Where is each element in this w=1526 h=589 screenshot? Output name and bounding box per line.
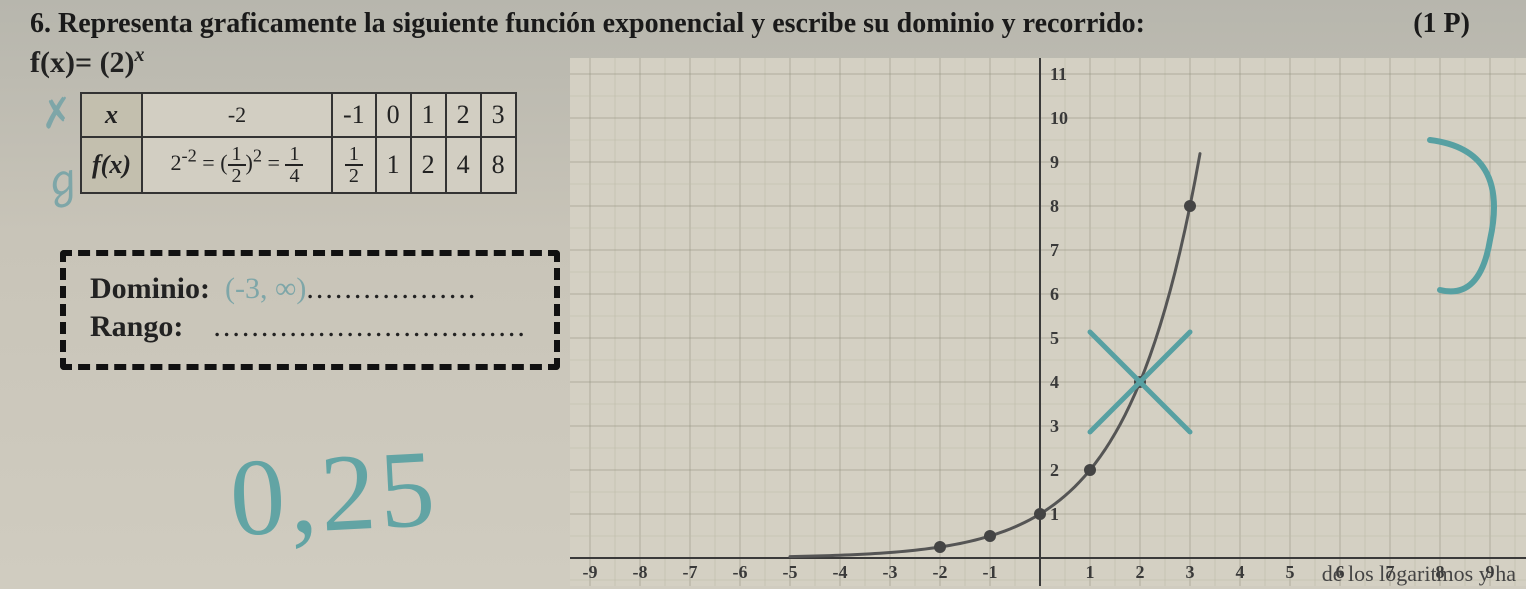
graph-svg: -9-8-7-6-5-4-3-2-1123456789-2-1123456789… <box>570 58 1526 586</box>
svg-text:10: 10 <box>1050 108 1068 128</box>
grade-handwritten: 0,25 <box>227 425 442 563</box>
table-cell: 12 <box>332 137 376 193</box>
graph-area: -9-8-7-6-5-4-3-2-1123456789-2-1123456789… <box>570 58 1526 586</box>
table-cell: 1 <box>411 93 446 137</box>
rango-row: Rango: ................................. <box>90 310 530 344</box>
dominio-handwritten: (-3, ∞) <box>225 272 306 305</box>
problem-number: 6. <box>30 8 51 39</box>
problem-text: Representa graficamente la siguiente fun… <box>58 8 1145 39</box>
svg-text:2: 2 <box>1050 460 1059 480</box>
problem-statement: 6. Representa graficamente la siguiente … <box>30 8 1510 40</box>
svg-text:-6: -6 <box>733 562 748 582</box>
table-cell: 8 <box>481 137 516 193</box>
table-cell: 2 <box>446 93 481 137</box>
function-definition: f(x)= (2)x <box>30 44 145 80</box>
dominio-row: Dominio: (-3, ∞).................. <box>90 272 530 306</box>
svg-text:5: 5 <box>1286 562 1295 582</box>
fx-label: f(x)= (2) <box>30 46 135 79</box>
svg-text:1: 1 <box>1086 562 1095 582</box>
fx-exponent: x <box>135 44 145 66</box>
svg-text:-8: -8 <box>633 562 648 582</box>
dominio-dots: .................. <box>306 272 477 305</box>
svg-text:8: 8 <box>1050 196 1059 216</box>
table-header-fx: f(x) <box>81 137 142 193</box>
svg-text:6: 6 <box>1050 284 1059 304</box>
rango-dots: ................................. <box>213 310 527 343</box>
table-row: f(x) 2-2 = (12)2 = 14 12 1 2 4 8 <box>81 137 516 193</box>
svg-text:3: 3 <box>1186 562 1195 582</box>
svg-text:9: 9 <box>1050 152 1059 172</box>
table-cell: -1 <box>332 93 376 137</box>
table-cell: 2 <box>411 137 446 193</box>
svg-text:-5: -5 <box>783 562 798 582</box>
table-cell: 3 <box>481 93 516 137</box>
answers-box: Dominio: (-3, ∞).................. Rango… <box>60 250 560 370</box>
table-cell: 1 <box>376 137 411 193</box>
svg-text:-1: -1 <box>983 562 998 582</box>
svg-text:-2: -2 <box>933 562 948 582</box>
rango-label: Rango: <box>90 310 183 343</box>
table-cell-wide: 2-2 = (12)2 = 14 <box>142 137 332 193</box>
svg-text:2: 2 <box>1136 562 1145 582</box>
svg-text:3: 3 <box>1050 416 1059 436</box>
table-cell: 4 <box>446 137 481 193</box>
svg-text:7: 7 <box>1050 240 1059 260</box>
problem-points: (1 P) <box>1413 8 1470 40</box>
svg-text:5: 5 <box>1050 328 1059 348</box>
svg-text:-4: -4 <box>833 562 848 582</box>
table-row: x -2 -1 0 1 2 3 <box>81 93 516 137</box>
table-header-x: x <box>81 93 142 137</box>
dominio-label: Dominio: <box>90 272 210 305</box>
bottom-fragment: de los logaritmos y ha <box>1322 561 1516 587</box>
svg-text:11: 11 <box>1050 64 1067 84</box>
svg-text:-3: -3 <box>883 562 898 582</box>
svg-text:-7: -7 <box>683 562 698 582</box>
values-table: x -2 -1 0 1 2 3 f(x) 2-2 = (12)2 = 14 12… <box>80 92 517 194</box>
svg-text:4: 4 <box>1050 372 1059 392</box>
svg-text:4: 4 <box>1236 562 1245 582</box>
table-cell: 0 <box>376 93 411 137</box>
hand-x-mark-icon: ✗ <box>37 88 77 139</box>
svg-text:-9: -9 <box>583 562 598 582</box>
table-cell: -2 <box>142 93 332 137</box>
